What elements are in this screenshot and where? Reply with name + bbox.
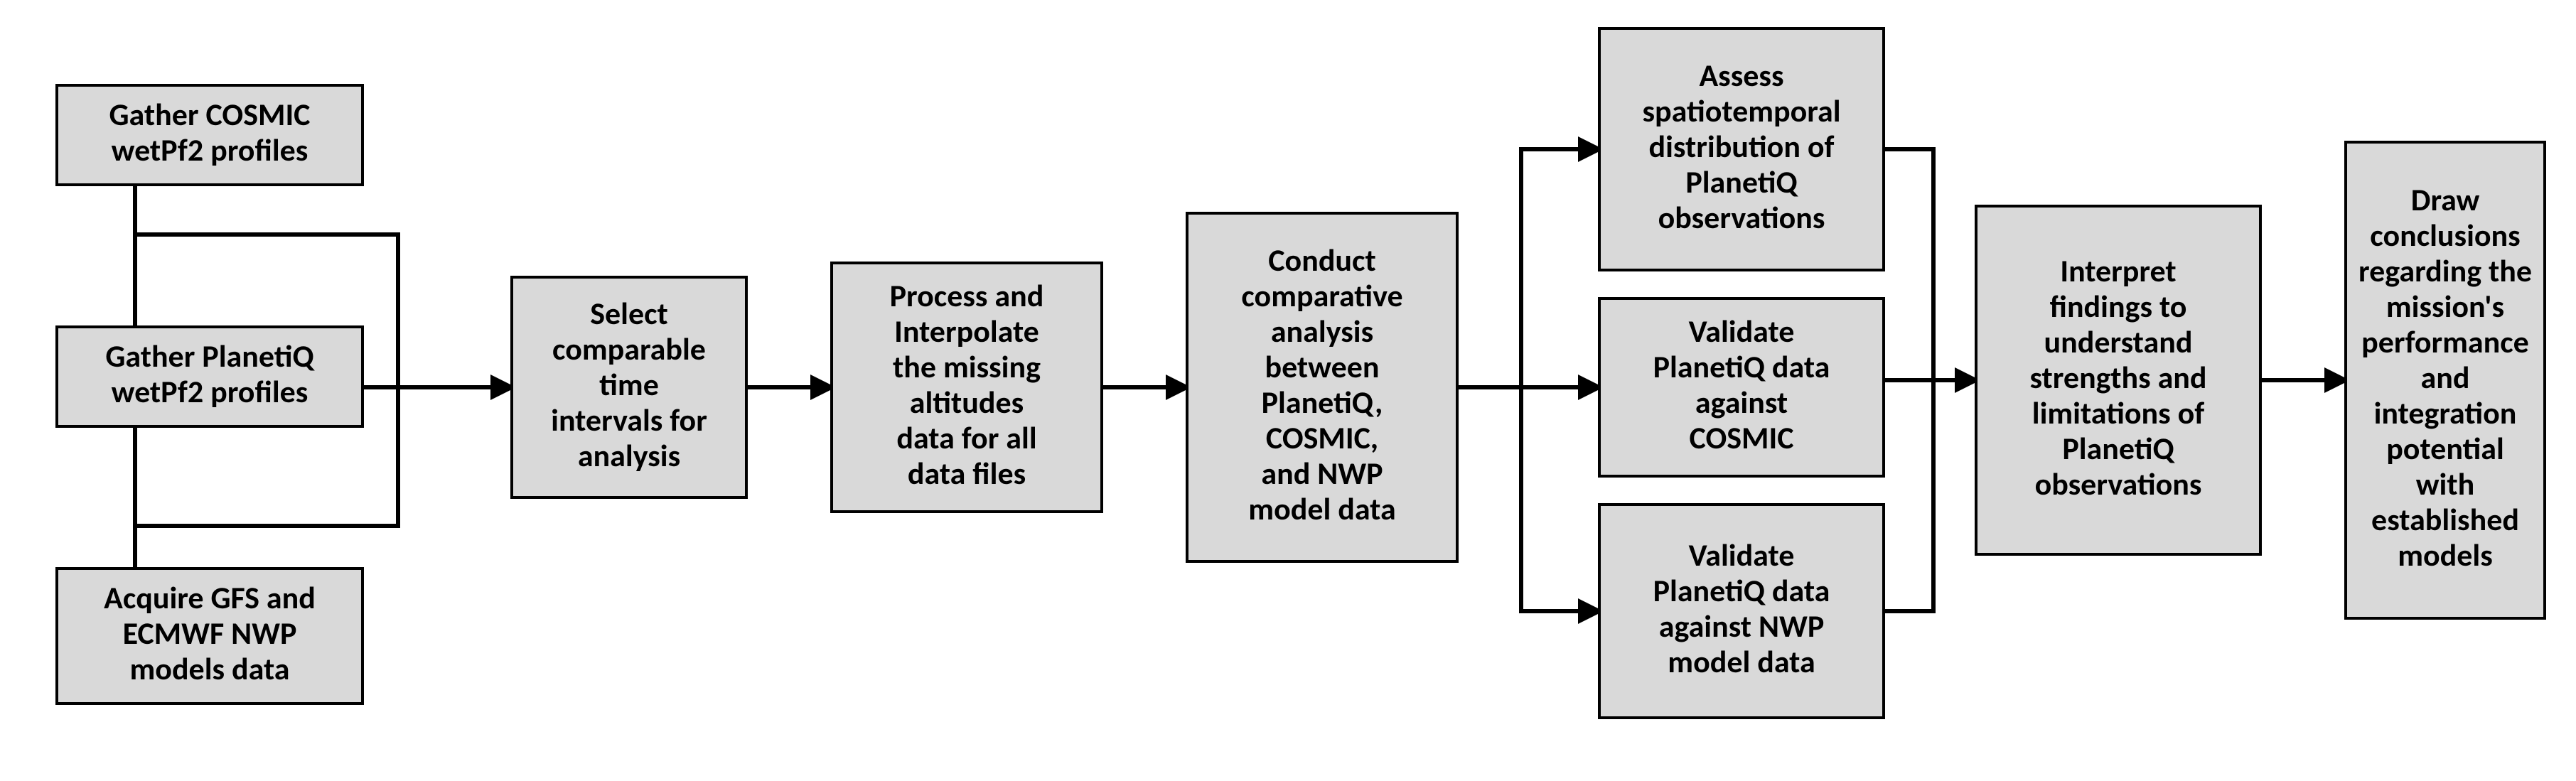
flow-node-label-line: performance — [2361, 323, 2529, 361]
edge — [1457, 149, 1599, 387]
flow-node-label-line: ECMWF NWP — [123, 614, 297, 652]
flow-node-label-line: wetPf2 profiles — [112, 131, 308, 169]
flow-node-label-line: Acquire GFS and — [104, 578, 316, 617]
flow-node-label-line: and NWP — [1261, 454, 1383, 492]
flow-node-label-line: conclusions — [2370, 216, 2520, 254]
flow-node-label: Gather COSMICwetPf2 profiles — [109, 95, 311, 169]
flow-node-label-line: analysis — [578, 436, 680, 475]
flow-node: ConductcomparativeanalysisbetweenPlaneti… — [1187, 213, 1457, 561]
flow-node-label-line: PlanetiQ data — [1653, 348, 1830, 386]
flow-node-label-line: time — [599, 365, 659, 404]
flow-node-label-line: PlanetiQ data — [1653, 571, 1830, 610]
flow-node-label-line: the missing — [893, 348, 1041, 386]
flow-node-label-line: mission's — [2386, 287, 2504, 325]
flow-node-label-line: PlanetiQ — [2062, 429, 2175, 468]
flow-node-label: Interpretfindings tounderstandstrengths … — [2029, 252, 2206, 503]
flow-node-label-line: established — [2371, 500, 2519, 539]
flow-node-label-line: Gather PlanetiQ — [105, 337, 315, 375]
flow-node: ValidatePlanetiQ dataagainst NWPmodel da… — [1599, 505, 1884, 718]
flow-node: Interpretfindings tounderstandstrengths … — [1976, 206, 2260, 554]
flow-node-label-line: models — [2398, 536, 2493, 574]
flow-node-label-line: PlanetiQ — [1685, 163, 1798, 201]
flow-node: Assessspatiotemporaldistribution ofPlane… — [1599, 28, 1884, 270]
flow-node-label: Process andInterpolatethe missingaltitud… — [890, 276, 1044, 492]
flow-node-label-line: Conduct — [1268, 241, 1375, 279]
flow-node-label-line: COSMIC, — [1266, 419, 1378, 457]
flow-node-label-line: comparable — [552, 330, 706, 368]
flow-node-label-line: observations — [2035, 465, 2202, 503]
flow-node-label-line: models data — [130, 650, 290, 688]
flow-node-label-line: comparative — [1241, 276, 1402, 315]
flow-node-label-line: model data — [1668, 642, 1815, 681]
flow-node-label-line: and — [2421, 358, 2470, 397]
flow-node-label-line: PlanetiQ, — [1262, 383, 1383, 421]
flow-node-label: Acquire GFS andECMWF NWPmodels data — [104, 578, 316, 688]
flow-node: Process andInterpolatethe missingaltitud… — [832, 263, 1102, 512]
flow-node-label-line: Draw — [2411, 181, 2480, 219]
edge — [1457, 387, 1599, 611]
edge — [1884, 149, 1933, 380]
flow-node-label-line: Interpret — [2060, 252, 2176, 290]
flow-node: Gather PlanetiQwetPf2 profiles — [57, 327, 363, 426]
flow-node-label-line: altitudes — [910, 383, 1024, 421]
flow-node-label-line: distribution of — [1649, 127, 1835, 166]
flowchart-canvas: Gather COSMICwetPf2 profilesGather Plane… — [0, 0, 2576, 781]
flow-node-label-line: Validate — [1689, 312, 1795, 350]
flow-node: Selectcomparabletimeintervals foranalysi… — [512, 277, 746, 497]
flow-node-label-line: findings to — [2050, 287, 2187, 325]
flow-node-label-line: regarding the — [2358, 252, 2532, 290]
flow-node: ValidatePlanetiQ dataagainstCOSMIC — [1599, 298, 1884, 476]
flow-node-label-line: observations — [1658, 198, 1825, 237]
flow-node-label-line: against — [1695, 383, 1788, 421]
flow-node-label-line: model data — [1248, 490, 1395, 528]
nodes-layer: Gather COSMICwetPf2 profilesGather Plane… — [57, 28, 2545, 718]
flow-node-label-line: data for all — [896, 419, 1036, 457]
flow-node-label-line: data files — [908, 454, 1026, 492]
flow-node-label-line: limitations of — [2032, 394, 2205, 432]
flow-node-label-line: wetPf2 profiles — [112, 372, 308, 411]
flow-node-label-line: understand — [2044, 323, 2193, 361]
flow-node-label-line: COSMIC — [1690, 419, 1794, 457]
flow-node: Acquire GFS andECMWF NWPmodels data — [57, 569, 363, 704]
flow-node-label: Gather PlanetiQwetPf2 profiles — [105, 337, 315, 411]
flow-node: Drawconclusionsregarding themission'sper… — [2346, 142, 2545, 618]
flow-node-label-line: strengths and — [2029, 358, 2206, 397]
flow-node-label-line: Select — [590, 294, 668, 333]
flow-node-label-line: against NWP — [1659, 607, 1825, 645]
flow-node-label-line: intervals for — [551, 401, 707, 439]
flow-node-label-line: with — [2416, 465, 2474, 503]
flow-node-label-line: Assess — [1699, 56, 1783, 95]
flow-node-label-line: between — [1265, 348, 1379, 386]
flow-node-label-line: Validate — [1689, 536, 1795, 574]
flow-node-label-line: spatiotemporal — [1642, 92, 1840, 130]
flow-node: Gather COSMICwetPf2 profiles — [57, 85, 363, 185]
flow-node-label: ConductcomparativeanalysisbetweenPlaneti… — [1241, 241, 1402, 528]
flow-node-label-line: analysis — [1271, 312, 1373, 350]
flow-node-label-line: integration — [2374, 394, 2517, 432]
flow-node-label-line: potential — [2386, 429, 2504, 468]
edge — [1884, 380, 1933, 611]
flow-node-label-line: Gather COSMIC — [109, 95, 311, 134]
flow-node-label-line: Interpolate — [894, 312, 1039, 350]
flow-node-label-line: Process and — [890, 276, 1044, 315]
